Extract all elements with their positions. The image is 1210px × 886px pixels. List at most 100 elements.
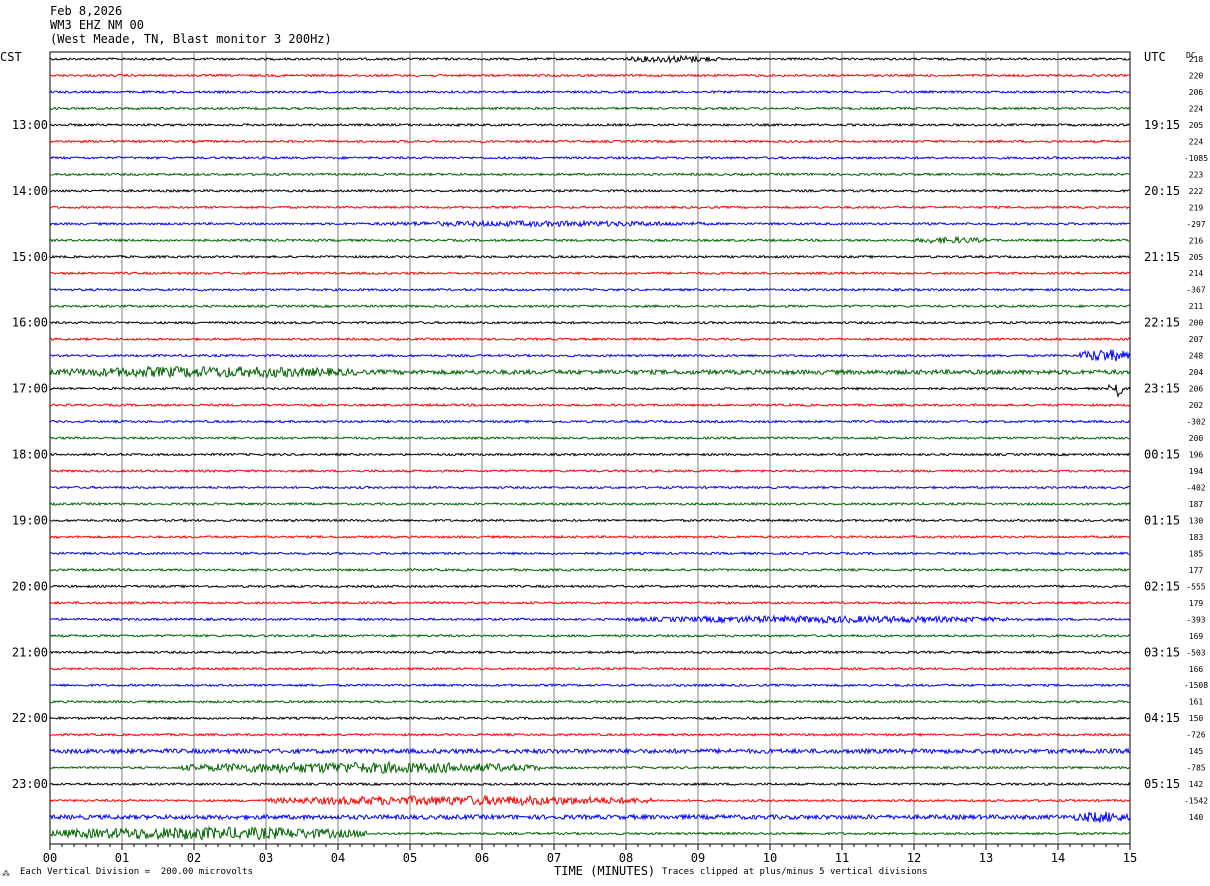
dc-offset-label: 205 [1189, 121, 1204, 130]
header-date: Feb 8,2026 [50, 4, 123, 18]
seismic-trace [49, 468, 1131, 474]
seismic-trace [49, 172, 1131, 177]
seismic-trace [49, 188, 1130, 193]
dc-offset-label: 177 [1189, 566, 1204, 575]
dc-offset-label: 140 [1189, 813, 1204, 822]
x-tick-label: 03 [259, 851, 273, 865]
seismic-trace [49, 122, 1131, 128]
dc-offset-label: 179 [1189, 599, 1204, 608]
seismic-trace [49, 501, 1131, 507]
seismic-trace [49, 205, 1131, 210]
seismic-trace [49, 435, 1131, 441]
seismic-trace [49, 452, 1131, 457]
dc-offset-label: 187 [1189, 500, 1204, 509]
left-hour-label: 16:00 [12, 316, 48, 330]
right-hour-label: 20:15 [1144, 184, 1180, 198]
x-tick-label: 06 [475, 851, 489, 865]
left-hour-label: 19:00 [12, 513, 48, 527]
dc-offset-label: 161 [1189, 698, 1204, 707]
seismic-traces [49, 54, 1131, 841]
dc-offset-label: 206 [1189, 385, 1204, 394]
dc-offset-label: 194 [1189, 467, 1204, 476]
left-hour-label: 18:00 [12, 448, 48, 462]
right-hour-label: 05:15 [1144, 777, 1180, 791]
dc-offset-label: 220 [1189, 71, 1204, 80]
dc-offset-label: 185 [1189, 549, 1204, 558]
seismic-trace [49, 235, 1131, 245]
dc-offset-label: 207 [1189, 335, 1204, 344]
dc-offset-label: 211 [1189, 302, 1204, 311]
dc-offset-label: -367 [1186, 286, 1205, 295]
seismic-trace [49, 336, 1131, 342]
dc-offset-label: 224 [1189, 104, 1204, 113]
right-hour-label: 04:15 [1144, 711, 1180, 725]
left-hour-label: 17:00 [12, 382, 48, 396]
dc-offset-label: 204 [1189, 368, 1204, 377]
seismic-trace [49, 54, 1131, 65]
seismic-trace [49, 304, 1131, 309]
dc-offset-label: -302 [1186, 418, 1205, 427]
seismic-trace [49, 567, 1130, 573]
seismic-trace [49, 349, 1131, 362]
dc-offset-label: 248 [1189, 352, 1204, 361]
dc-offset-label: 224 [1189, 137, 1204, 146]
seismic-trace [49, 781, 1131, 787]
right-timezone-label: UTC [1144, 50, 1166, 64]
x-tick-label: 15 [1123, 851, 1137, 865]
x-tick-label: 10 [763, 851, 777, 865]
seismic-trace [49, 716, 1131, 721]
x-tick-label: 00 [43, 851, 57, 865]
seismic-trace [49, 699, 1131, 704]
x-axis-label: TIME (MINUTES) [554, 864, 656, 878]
seismic-trace [49, 732, 1131, 737]
dc-offset-label: -503 [1186, 648, 1205, 657]
grid-lines [49, 51, 1131, 850]
dc-offset-label: 169 [1189, 632, 1204, 641]
seismic-trace [50, 254, 1131, 260]
dc-offset-label: 196 [1189, 451, 1204, 460]
dc-offset-label: 219 [1189, 203, 1204, 212]
seismic-trace [49, 155, 1131, 161]
seismic-trace [49, 551, 1130, 556]
seismic-trace [49, 485, 1131, 490]
left-hour-label: 22:00 [12, 711, 48, 725]
left-hour-label: 14:00 [12, 184, 48, 198]
seismic-trace [49, 320, 1131, 325]
dc-offset-label: 214 [1189, 269, 1204, 278]
x-tick-label: 11 [835, 851, 849, 865]
dc-header-label: DC [1186, 51, 1196, 60]
header-station: WM3 EHZ NM 00 [50, 18, 144, 32]
dc-offset-label: 206 [1189, 88, 1204, 97]
right-hour-label: 21:15 [1144, 250, 1180, 264]
dc-offset-label: -393 [1186, 615, 1205, 624]
right-hour-label: 00:15 [1144, 448, 1180, 462]
seismic-trace [49, 760, 1131, 775]
seismic-trace [49, 650, 1131, 655]
axis-labels: 00 01 02 03 04 05 06 07 08 09 10 11 12 13 14 15 218 220 20… [12, 55, 1208, 865]
seismic-trace [49, 419, 1131, 424]
dc-offset-label: -1508 [1184, 681, 1208, 690]
right-hour-label: 02:15 [1144, 579, 1180, 593]
dc-offset-label: -785 [1186, 764, 1205, 773]
seismic-trace [49, 383, 1131, 399]
seismic-trace [49, 106, 1131, 111]
dc-offset-label: 142 [1189, 780, 1204, 789]
dc-offset-label: -402 [1186, 483, 1205, 492]
x-tick-label: 09 [691, 851, 705, 865]
seismic-trace [49, 614, 1131, 625]
dc-offset-label: 205 [1189, 253, 1204, 262]
dc-offset-label: 150 [1189, 714, 1204, 723]
seismic-trace [49, 600, 1131, 605]
dc-offset-label: -297 [1186, 220, 1205, 229]
dc-offset-label: 183 [1189, 533, 1204, 542]
chart-header: Feb 8,2026 WM3 EHZ NM 00 (West Meade, TN… [50, 4, 332, 46]
dc-offset-label: 145 [1189, 747, 1204, 756]
seismic-trace [49, 683, 1131, 688]
seismic-trace [49, 139, 1131, 144]
left-hour-label: 21:00 [12, 645, 48, 659]
x-tick-label: 05 [403, 851, 417, 865]
scale-note: Each Vertical Division = 200.00 microvol… [20, 867, 253, 877]
seismic-trace [49, 287, 1131, 292]
dc-offset-label: -1085 [1184, 154, 1208, 163]
seismic-trace [49, 825, 1131, 841]
